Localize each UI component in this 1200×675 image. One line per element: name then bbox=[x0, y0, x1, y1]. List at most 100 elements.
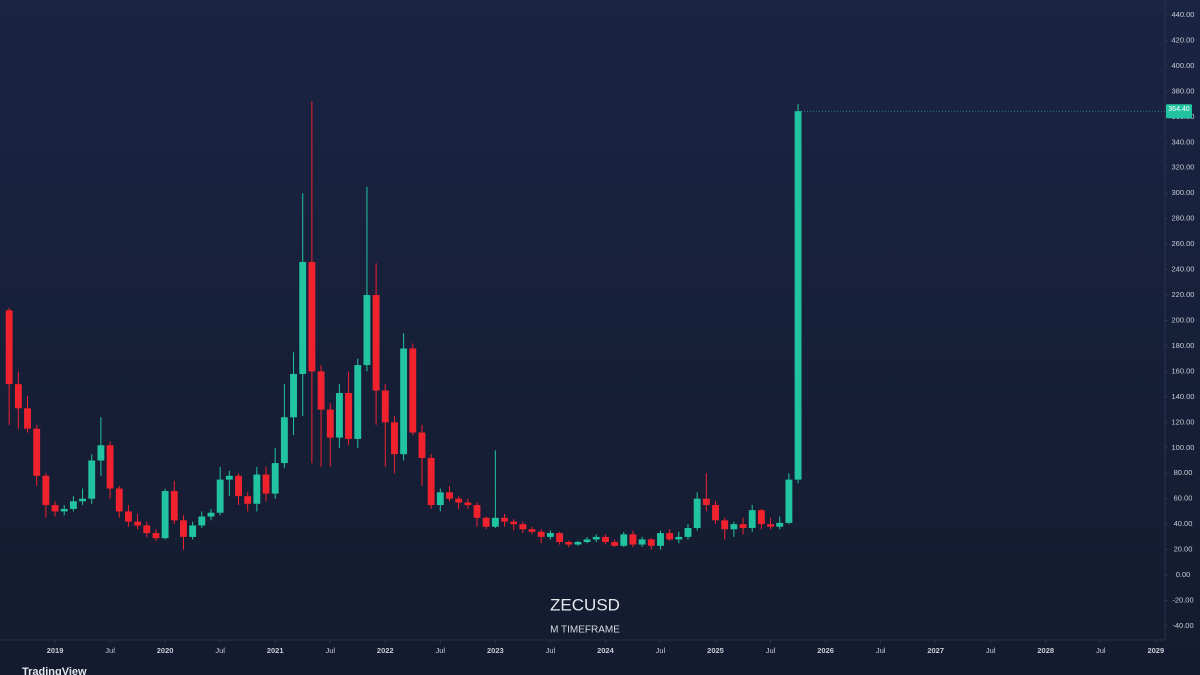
candle-body bbox=[106, 445, 114, 489]
candle-body bbox=[565, 541, 573, 545]
candle-body bbox=[748, 510, 756, 528]
y-tick-label: 440.00 bbox=[1172, 10, 1195, 19]
candle-body bbox=[391, 422, 398, 455]
candle-body bbox=[207, 512, 215, 517]
candle-body bbox=[24, 408, 31, 429]
y-tick-label: 420.00 bbox=[1172, 35, 1195, 44]
candle-body bbox=[601, 536, 609, 542]
candle-body bbox=[675, 536, 683, 540]
candle-body bbox=[317, 371, 325, 410]
candle-body bbox=[482, 517, 490, 527]
candle-body bbox=[418, 432, 426, 458]
x-tick-label: 2029 bbox=[1147, 646, 1164, 655]
candle-body bbox=[767, 524, 774, 527]
x-tick-label: Jul bbox=[876, 646, 886, 655]
y-tick-label: 160.00 bbox=[1172, 366, 1195, 375]
candle-body bbox=[372, 295, 380, 391]
candle-body bbox=[501, 517, 508, 522]
candle-body bbox=[290, 373, 297, 418]
x-tick-label: Jul bbox=[986, 646, 996, 655]
y-tick-label: 300.00 bbox=[1172, 188, 1195, 197]
y-tick-label: 280.00 bbox=[1172, 214, 1195, 223]
candle-body bbox=[14, 384, 22, 409]
y-tick-label: -20.00 bbox=[1172, 596, 1193, 605]
candle-body bbox=[51, 505, 59, 512]
candle-body bbox=[556, 533, 564, 542]
candle-body bbox=[115, 488, 123, 512]
candle-body bbox=[491, 517, 499, 527]
candle-body bbox=[33, 428, 41, 476]
price-label-box bbox=[1166, 104, 1192, 119]
candle-body bbox=[225, 475, 233, 480]
candle-body bbox=[381, 390, 389, 423]
candle-body bbox=[712, 505, 719, 521]
y-tick-label: 100.00 bbox=[1172, 443, 1195, 452]
candle-body bbox=[335, 393, 343, 438]
candle-body bbox=[189, 525, 197, 537]
x-tick-label: 2028 bbox=[1037, 646, 1054, 655]
y-tick-label: 320.00 bbox=[1172, 163, 1195, 172]
candle-body bbox=[757, 510, 765, 525]
y-tick-label: 80.00 bbox=[1174, 468, 1193, 477]
x-tick-label: Jul bbox=[105, 646, 115, 655]
candle-body bbox=[60, 508, 68, 512]
candle-body bbox=[253, 474, 261, 504]
y-tick-label: 340.00 bbox=[1172, 137, 1195, 146]
candle-body bbox=[180, 520, 187, 537]
candle-body bbox=[436, 492, 444, 506]
candle-body bbox=[216, 479, 224, 513]
y-tick-label: -40.00 bbox=[1172, 621, 1193, 630]
candle-body bbox=[124, 511, 132, 522]
candle-body bbox=[427, 457, 435, 506]
x-tick-label: 2025 bbox=[707, 646, 724, 655]
candle-body bbox=[684, 527, 692, 537]
y-tick-label: 60.00 bbox=[1174, 494, 1193, 503]
x-tick-label: 2022 bbox=[377, 646, 394, 655]
candle-body bbox=[583, 539, 591, 542]
candle-body bbox=[455, 498, 463, 503]
candle-body bbox=[299, 261, 307, 374]
y-tick-label: 40.00 bbox=[1174, 519, 1193, 528]
x-tick-label: 2026 bbox=[817, 646, 834, 655]
candle-body bbox=[638, 539, 646, 545]
chart-title: ZECUSD bbox=[550, 595, 620, 614]
candle-body bbox=[611, 541, 619, 546]
candle-body bbox=[592, 536, 600, 540]
candle-body bbox=[262, 474, 270, 494]
x-tick-label: Jul bbox=[325, 646, 335, 655]
candle-body bbox=[409, 348, 417, 433]
candle-body bbox=[5, 310, 13, 385]
y-tick-label: 240.00 bbox=[1172, 265, 1195, 274]
candle-body bbox=[354, 365, 362, 439]
candle-body bbox=[510, 521, 518, 525]
y-tick-label: 0.00 bbox=[1176, 570, 1191, 579]
y-tick-label: 200.00 bbox=[1172, 315, 1195, 324]
y-tick-label: 380.00 bbox=[1172, 86, 1195, 95]
candle-body bbox=[244, 496, 252, 504]
candle-body bbox=[235, 475, 242, 497]
x-tick-label: Jul bbox=[656, 646, 666, 655]
y-tick-label: 140.00 bbox=[1172, 392, 1195, 401]
candle-body bbox=[400, 348, 408, 455]
y-tick-label: 20.00 bbox=[1174, 545, 1193, 554]
watermark: TradingView bbox=[22, 666, 87, 675]
y-tick-label: 400.00 bbox=[1172, 61, 1195, 70]
candle-body bbox=[308, 261, 316, 372]
y-tick-label: 180.00 bbox=[1172, 341, 1195, 350]
candle-body bbox=[537, 531, 545, 537]
candle-body bbox=[528, 529, 536, 532]
candle-body bbox=[326, 409, 334, 438]
candle-body bbox=[271, 463, 279, 494]
candle-body bbox=[152, 533, 160, 539]
x-tick-label: 2027 bbox=[927, 646, 944, 655]
x-tick-label: Jul bbox=[766, 646, 776, 655]
candle-body bbox=[785, 479, 793, 523]
candle-body bbox=[546, 533, 554, 537]
candle-body bbox=[519, 524, 527, 530]
candle-body bbox=[42, 475, 50, 506]
y-tick-label: 120.00 bbox=[1172, 417, 1195, 426]
candle-body bbox=[143, 525, 151, 534]
candle-body bbox=[730, 524, 738, 530]
